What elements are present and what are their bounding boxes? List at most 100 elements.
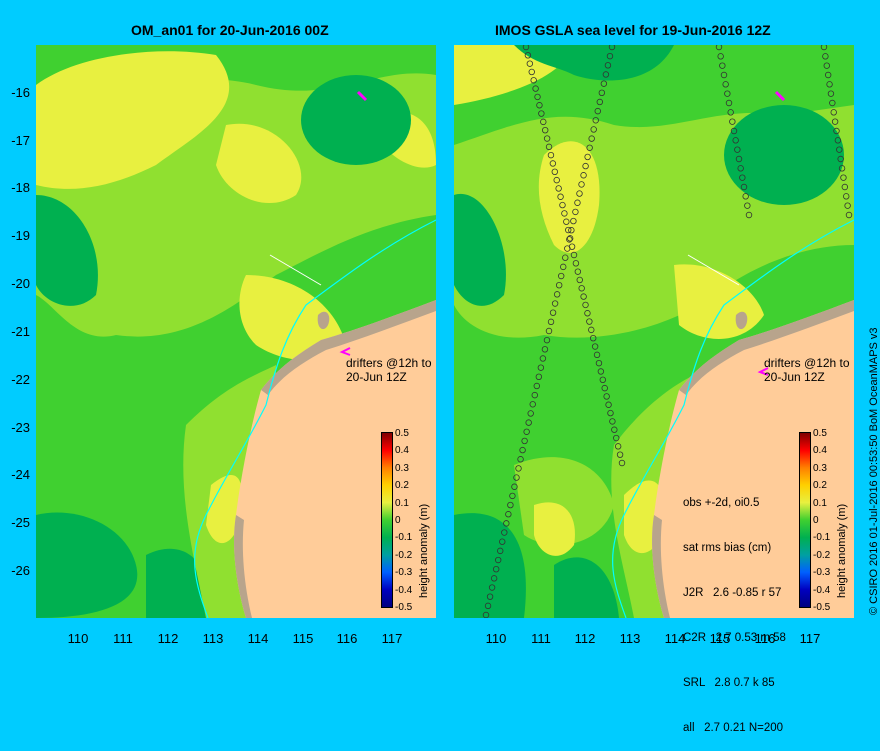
track-point <box>499 538 506 545</box>
colorbar-gradient <box>799 432 811 608</box>
track-point <box>722 81 729 88</box>
track-point <box>602 71 610 78</box>
x-tick-label: 112 <box>574 631 596 646</box>
right-map-canvas <box>454 45 854 618</box>
track-point <box>572 208 579 216</box>
track-point <box>725 99 733 107</box>
stats-line: J2R 2.6 -0.85 r 57 <box>683 587 782 599</box>
track-point <box>844 202 851 209</box>
track-point <box>503 520 510 527</box>
x-tick-label: 113 <box>202 631 224 646</box>
x-tick-label: 116 <box>336 631 358 646</box>
y-tick-label: -25 <box>11 515 30 530</box>
x-tick-label: 117 <box>799 631 821 646</box>
colorbar-tick-label: -0.2 <box>813 549 831 561</box>
track-point <box>513 474 520 481</box>
track-point <box>724 90 731 97</box>
track-point <box>613 434 620 442</box>
track-point <box>492 565 500 573</box>
track-point <box>592 117 599 124</box>
track-point <box>582 162 589 170</box>
stats-line: all 2.7 0.21 N=200 <box>683 722 784 734</box>
satellite-track-points <box>482 45 853 618</box>
x-tick-label: 115 <box>709 631 731 646</box>
track-point <box>742 193 749 200</box>
track-point <box>540 118 547 126</box>
track-point <box>597 368 605 375</box>
track-point <box>745 211 753 219</box>
track-point <box>566 236 573 243</box>
track-point <box>609 418 616 425</box>
track-point <box>578 181 585 188</box>
track-point <box>730 127 738 135</box>
track-point <box>557 193 564 200</box>
x-tick-label: 110 <box>485 631 507 646</box>
track-point <box>532 85 539 92</box>
track-point <box>614 443 622 450</box>
y-tick-label: -24 <box>11 467 30 482</box>
colorbar-tick-label: 0.2 <box>395 480 409 492</box>
colorbar-tick-label: -0.1 <box>813 532 831 544</box>
track-point <box>840 174 847 181</box>
track-point <box>607 409 614 417</box>
track-point <box>562 254 569 261</box>
colorbar-tick-label: 0.1 <box>813 497 827 509</box>
track-point <box>843 193 850 200</box>
colorbar-tick-label: -0.5 <box>813 602 831 613</box>
track-point <box>547 151 555 159</box>
colorbar-tick-label: 0.1 <box>395 497 409 509</box>
track-point <box>555 185 562 192</box>
track-point <box>526 60 534 67</box>
track-point <box>595 359 603 367</box>
track-point <box>545 327 553 335</box>
track-point <box>537 364 545 371</box>
left-panel-title: OM_an01 for 20-Jun-2016 00Z <box>131 22 329 38</box>
track-point <box>589 335 597 342</box>
track-point <box>517 456 524 463</box>
track-point <box>505 511 512 518</box>
colorbar-tick-label: 0.5 <box>813 428 827 439</box>
track-point <box>834 137 842 144</box>
x-tick-label: 114 <box>664 631 686 646</box>
track-point <box>539 355 547 362</box>
observation-stats: obs +-2d, oi0.5 sat rms bias (cm) J2R 2.… <box>683 466 786 751</box>
track-point <box>541 126 549 134</box>
track-point <box>820 45 828 51</box>
track-point <box>535 373 543 381</box>
track-point <box>601 384 608 392</box>
track-point <box>531 391 538 399</box>
y-tick-label: -17 <box>11 133 30 148</box>
track-point <box>584 153 591 161</box>
stats-line: obs +-2d, oi0.5 <box>683 497 760 509</box>
track-point <box>572 260 580 267</box>
y-tick-label: -19 <box>11 228 30 243</box>
track-point <box>739 174 746 181</box>
colorbar-tick-label: -0.1 <box>395 532 413 544</box>
track-point <box>497 547 504 555</box>
track-point <box>599 376 606 383</box>
y-tick-label: -22 <box>11 372 30 387</box>
colorbar-tick-label: -0.2 <box>395 549 413 561</box>
track-point <box>729 118 736 125</box>
track-point <box>511 483 518 490</box>
colorbar-tick-label: 0.3 <box>813 462 827 474</box>
track-point <box>519 446 526 454</box>
x-tick-label: 117 <box>381 631 403 646</box>
track-point <box>590 126 597 133</box>
track-point <box>530 77 537 84</box>
track-point <box>611 426 618 433</box>
track-point <box>616 451 624 458</box>
drifters-line: drifters @12h to <box>764 356 850 370</box>
colorbar-tick-label: 0.4 <box>813 445 827 457</box>
track-point <box>737 165 744 172</box>
track-point <box>580 172 587 179</box>
track-point <box>574 268 582 275</box>
y-tick-label: -21 <box>11 324 30 339</box>
track-point <box>827 90 835 97</box>
track-point <box>845 211 853 219</box>
track-point <box>829 99 836 107</box>
track-point <box>576 276 583 284</box>
y-tick-label: -18 <box>11 180 30 195</box>
track-point <box>831 118 839 125</box>
track-point <box>568 227 575 234</box>
